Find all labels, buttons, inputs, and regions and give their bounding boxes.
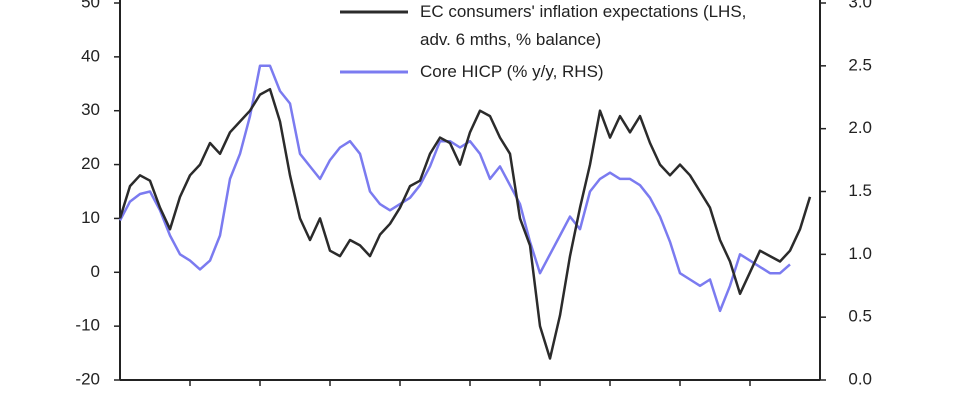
- y2-tick-label: 3.0: [848, 0, 872, 11]
- series-line: [118, 87, 812, 360]
- y-tick-label: 20: [81, 154, 100, 173]
- y-tick-label: -10: [75, 316, 100, 335]
- legend-label: Core HICP (% y/y, RHS): [420, 62, 604, 81]
- y2-tick-label: 0.0: [848, 369, 872, 388]
- y-tick-label: 40: [81, 46, 100, 65]
- y2-tick-label: 1.0: [848, 244, 872, 263]
- series-line: [118, 64, 791, 313]
- y-tick-label: 50: [81, 0, 100, 11]
- legend-label: EC consumers' inflation expectations (LH…: [420, 2, 747, 49]
- y2-tick-label: 2.5: [848, 55, 872, 74]
- y-tick-label: 0: [91, 262, 100, 281]
- y-tick-label: 10: [81, 208, 100, 227]
- y2-tick-label: 0.5: [848, 307, 872, 326]
- y-tick-label: 30: [81, 100, 100, 119]
- y2-tick-label: 1.5: [848, 181, 872, 200]
- y-tick-label: -20: [75, 369, 100, 388]
- y2-tick-label: 2.0: [848, 118, 872, 137]
